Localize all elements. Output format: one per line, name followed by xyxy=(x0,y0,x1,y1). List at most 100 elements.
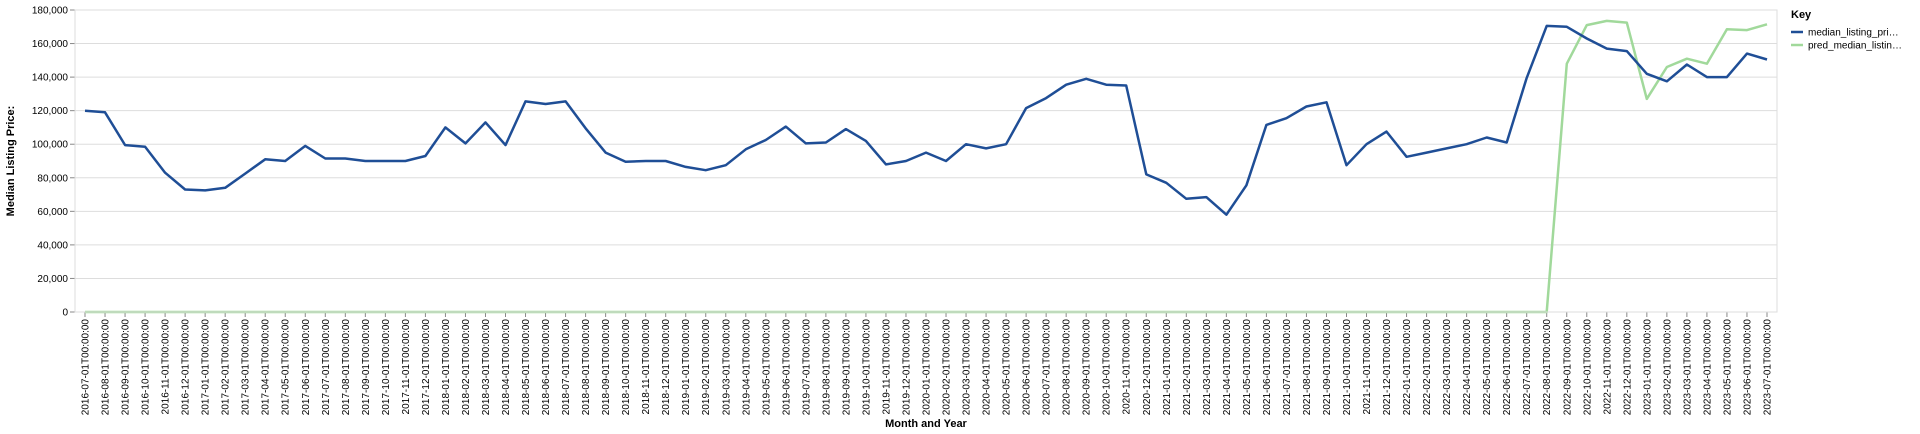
x-tick-label: 2021-12-01T00:00:00 xyxy=(1382,319,1393,416)
plot-frame xyxy=(74,9,1778,313)
x-tick-label: 2022-06-01T00:00:00 xyxy=(1502,319,1513,416)
x-tick-label: 2020-09-01T00:00:00 xyxy=(1082,319,1093,416)
x-tick-label: 2016-10-01T00:00:00 xyxy=(141,319,152,416)
legend-label: pred_median_listin… xyxy=(1808,41,1902,52)
x-tick-label: 2020-04-01T00:00:00 xyxy=(982,319,993,416)
y-tick-label: 180,000 xyxy=(32,6,69,17)
x-tick-label: 2017-06-01T00:00:00 xyxy=(301,319,312,416)
grid-lines xyxy=(75,9,1777,313)
x-tick-label: 2020-11-01T00:00:00 xyxy=(1122,319,1133,415)
x-tick-label: 2017-03-01T00:00:00 xyxy=(241,319,252,416)
x-tick-label: 2021-02-01T00:00:00 xyxy=(1182,319,1193,416)
y-tick-label: 160,000 xyxy=(32,39,69,50)
legend-label: median_listing_pri… xyxy=(1808,28,1899,39)
x-tick-label: 2019-08-01T00:00:00 xyxy=(821,319,832,416)
x-tick-label: 2021-08-01T00:00:00 xyxy=(1302,319,1313,416)
x-tick-label: 2018-06-01T00:00:00 xyxy=(541,319,552,416)
x-tick-label: 2019-07-01T00:00:00 xyxy=(801,319,812,416)
x-tick-label: 2021-07-01T00:00:00 xyxy=(1282,319,1293,416)
x-tick-label: 2017-05-01T00:00:00 xyxy=(281,319,292,416)
x-tick-label: 2017-02-01T00:00:00 xyxy=(221,319,232,416)
x-axis-ticks: 2016-07-01T00:00:00 2016-08-01T00:00:00 20… xyxy=(81,312,1773,416)
x-tick-label: 2018-07-01T00:00:00 xyxy=(561,319,572,416)
x-tick-label: 2022-05-01T00:00:00 xyxy=(1482,319,1493,416)
x-axis-title: Month and Year xyxy=(885,418,967,430)
x-tick-label: 2023-07-01T00:00:00 xyxy=(1762,319,1773,416)
y-tick-label: 60,000 xyxy=(37,207,68,218)
x-tick-label: 2017-11-01T00:00:00 xyxy=(401,319,412,415)
x-tick-label: 2022-12-01T00:00:00 xyxy=(1622,319,1633,416)
x-tick-label: 2022-01-01T00:00:00 xyxy=(1402,319,1413,416)
x-tick-label: 2020-01-01T00:00:00 xyxy=(922,319,933,416)
x-tick-label: 2018-02-01T00:00:00 xyxy=(461,319,472,416)
x-tick-label: 2020-12-01T00:00:00 xyxy=(1142,319,1153,416)
y-tick-label: 0 xyxy=(62,308,68,319)
y-axis-title: Median Listing Price: xyxy=(5,106,17,217)
x-tick-label: 2019-12-01T00:00:00 xyxy=(901,319,912,416)
x-tick-label: 2019-04-01T00:00:00 xyxy=(741,319,752,416)
x-tick-label: 2022-04-01T00:00:00 xyxy=(1462,319,1473,416)
legend: Key median_listing_pri… pred_median_listi… xyxy=(1791,9,1902,52)
x-tick-label: 2023-05-01T00:00:00 xyxy=(1722,319,1733,416)
x-tick-label: 2016-11-01T00:00:00 xyxy=(161,319,172,415)
x-tick-label: 2016-07-01T00:00:00 xyxy=(81,319,92,416)
x-tick-label: 2016-08-01T00:00:00 xyxy=(101,319,112,416)
x-tick-label: 2018-04-01T00:00:00 xyxy=(501,319,512,416)
x-tick-label: 2018-12-01T00:00:00 xyxy=(661,319,672,416)
x-tick-label: 2019-03-01T00:00:00 xyxy=(721,319,732,416)
x-tick-label: 2018-09-01T00:00:00 xyxy=(601,319,612,416)
y-tick-label: 40,000 xyxy=(37,240,68,251)
y-tick-label: 80,000 xyxy=(37,173,68,184)
series-line-median-listing-price xyxy=(84,24,1768,216)
x-tick-label: 2020-10-01T00:00:00 xyxy=(1102,319,1113,416)
y-tick-label: 20,000 xyxy=(37,274,68,285)
x-tick-label: 2017-04-01T00:00:00 xyxy=(261,319,272,416)
x-tick-label: 2019-10-01T00:00:00 xyxy=(861,319,872,416)
x-tick-label: 2022-11-01T00:00:00 xyxy=(1602,319,1613,415)
x-tick-label: 2017-12-01T00:00:00 xyxy=(421,319,432,416)
x-tick-label: 2022-07-01T00:00:00 xyxy=(1522,319,1533,416)
x-tick-label: 2019-11-01T00:00:00 xyxy=(881,319,892,415)
legend-title: Key xyxy=(1791,9,1812,21)
x-tick-label: 2023-06-01T00:00:00 xyxy=(1742,319,1753,416)
x-tick-label: 2022-09-01T00:00:00 xyxy=(1562,319,1573,416)
x-tick-label: 2018-08-01T00:00:00 xyxy=(581,319,592,416)
x-tick-label: 2023-02-01T00:00:00 xyxy=(1662,319,1673,416)
x-tick-label: 2019-06-01T00:00:00 xyxy=(781,319,792,416)
x-tick-label: 2020-02-01T00:00:00 xyxy=(942,319,953,416)
x-tick-label: 2019-05-01T00:00:00 xyxy=(761,319,772,416)
x-tick-label: 2018-10-01T00:00:00 xyxy=(621,319,632,416)
x-tick-label: 2021-05-01T00:00:00 xyxy=(1242,319,1253,416)
x-tick-label: 2022-10-01T00:00:00 xyxy=(1582,319,1593,416)
x-tick-label: 2017-10-01T00:00:00 xyxy=(381,319,392,416)
x-tick-label: 2019-09-01T00:00:00 xyxy=(841,319,852,416)
x-tick-label: 2023-04-01T00:00:00 xyxy=(1702,319,1713,416)
y-tick-label: 140,000 xyxy=(32,73,69,84)
x-tick-label: 2022-02-01T00:00:00 xyxy=(1422,319,1433,416)
x-tick-label: 2019-01-01T00:00:00 xyxy=(681,319,692,416)
series-line-pred-median-listing-price xyxy=(85,19,1768,314)
x-tick-label: 2019-02-01T00:00:00 xyxy=(701,319,712,416)
y-axis-ticks: 0 20,000 40,000 60,000 80,000 100,000 120,000 1… xyxy=(32,6,75,319)
y-tick-label: 120,000 xyxy=(32,106,69,117)
x-tick-label: 2017-08-01T00:00:00 xyxy=(341,319,352,416)
x-tick-label: 2016-09-01T00:00:00 xyxy=(121,319,132,416)
x-tick-label: 2021-04-01T00:00:00 xyxy=(1222,319,1233,416)
x-tick-label: 2021-06-01T00:00:00 xyxy=(1262,319,1273,416)
x-tick-label: 2021-10-01T00:00:00 xyxy=(1342,319,1353,416)
x-tick-label: 2016-12-01T00:00:00 xyxy=(181,319,192,416)
x-tick-label: 2022-08-01T00:00:00 xyxy=(1542,319,1553,416)
x-tick-label: 2021-11-01T00:00:00 xyxy=(1362,319,1373,415)
x-tick-label: 2020-07-01T00:00:00 xyxy=(1042,319,1053,416)
x-tick-label: 2018-11-01T00:00:00 xyxy=(641,319,652,415)
x-tick-label: 2018-01-01T00:00:00 xyxy=(441,319,452,416)
x-tick-label: 2020-03-01T00:00:00 xyxy=(962,319,973,416)
series-lines xyxy=(84,19,1768,314)
x-tick-label: 2018-05-01T00:00:00 xyxy=(521,319,532,416)
x-tick-label: 2023-01-01T00:00:00 xyxy=(1642,319,1653,416)
x-tick-label: 2020-05-01T00:00:00 xyxy=(1002,319,1013,416)
x-tick-label: 2021-03-01T00:00:00 xyxy=(1202,319,1213,416)
x-tick-label: 2017-09-01T00:00:00 xyxy=(361,319,372,416)
x-tick-label: 2023-03-01T00:00:00 xyxy=(1682,319,1693,416)
